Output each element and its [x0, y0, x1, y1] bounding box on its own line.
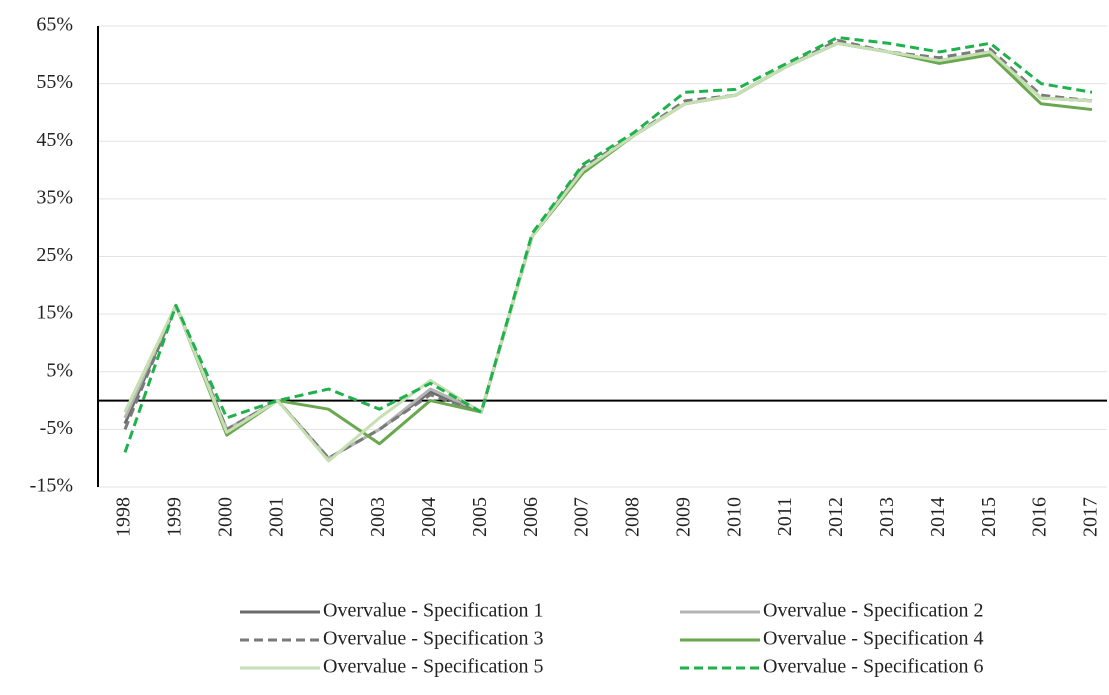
x-tick-label: 2017 — [1080, 497, 1102, 537]
x-tick-label: 2003 — [367, 497, 389, 537]
legend-label: Overvalue - Specification 1 — [323, 600, 543, 622]
y-tick-label: 45% — [36, 129, 73, 151]
y-tick-label: -5% — [40, 417, 73, 439]
x-tick-label: 2012 — [825, 497, 847, 537]
series-line — [123, 41, 1093, 446]
x-tick-label: 1999 — [163, 497, 185, 537]
x-tick-label: 2000 — [214, 497, 236, 537]
legend-label: Overvalue - Specification 5 — [323, 656, 543, 678]
y-tick-label: 5% — [46, 359, 73, 381]
x-tick-label: 1998 — [113, 497, 135, 537]
x-tick-label: 2002 — [316, 497, 338, 537]
y-tick-label: 15% — [36, 302, 73, 324]
legend-label: Overvalue - Specification 3 — [323, 628, 543, 650]
series-line — [123, 36, 1093, 453]
x-tick-label: 2011 — [774, 497, 796, 536]
x-tick-label: 2001 — [265, 497, 287, 537]
legend-label: Overvalue - Specification 2 — [763, 600, 983, 622]
x-tick-label: 2006 — [520, 497, 542, 537]
y-tick-label: 35% — [36, 186, 73, 208]
x-tick-label: 2015 — [978, 497, 1000, 537]
x-tick-label: 2005 — [469, 497, 491, 537]
y-tick-label: 25% — [36, 244, 73, 266]
y-tick-label: 55% — [36, 71, 73, 93]
series-line — [123, 41, 1093, 463]
y-tick-label: -15% — [30, 475, 73, 497]
series-line — [123, 41, 1093, 460]
series-line — [123, 38, 1093, 460]
x-tick-label: 2004 — [418, 497, 440, 537]
x-tick-label: 2009 — [672, 497, 694, 537]
x-tick-label: 2016 — [1029, 497, 1051, 537]
x-tick-label: 2007 — [571, 497, 593, 537]
x-tick-label: 2010 — [723, 497, 745, 537]
series-line — [123, 41, 1093, 460]
y-tick-label: 65% — [36, 14, 73, 36]
x-tick-label: 2014 — [927, 497, 949, 537]
legend-label: Overvalue - Specification 4 — [763, 628, 983, 650]
x-tick-label: 2013 — [876, 497, 898, 537]
x-tick-label: 2008 — [622, 497, 644, 537]
legend-label: Overvalue - Specification 6 — [763, 656, 983, 678]
